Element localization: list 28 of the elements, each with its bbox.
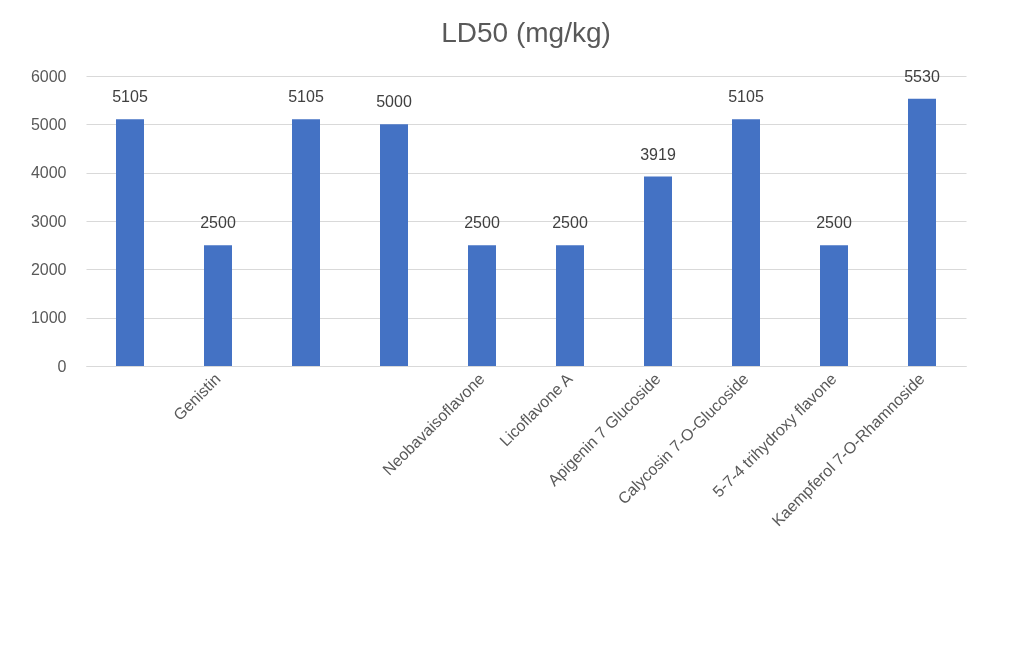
data-label: 5105 [112,88,148,106]
bar [644,176,672,366]
data-label: 5530 [904,67,940,85]
data-label: 2500 [552,214,588,232]
data-label: 2500 [464,214,500,232]
bar [556,245,584,366]
y-tick-label: 1000 [30,309,67,327]
y-tick-label: 4000 [30,164,67,182]
bar [380,124,408,366]
data-label: 5105 [728,88,764,106]
data-label: 2500 [200,214,236,232]
y-tick-label: 5000 [30,115,67,133]
bar [820,245,848,366]
bar [204,245,232,366]
bar [292,119,320,366]
y-tick-label: 3000 [30,212,67,230]
y-tick-label: 6000 [30,67,67,85]
data-label: 3919 [640,145,676,163]
y-tick-label: 2000 [30,260,67,278]
chart-title: LD50 (mg/kg) [441,17,611,48]
bar [116,119,144,366]
data-label: 5000 [376,93,412,111]
bar [468,245,496,366]
bar [908,98,936,366]
data-label: 5105 [288,88,324,106]
y-tick-label: 0 [57,357,67,375]
data-label: 2500 [816,214,852,232]
bar [732,119,760,366]
